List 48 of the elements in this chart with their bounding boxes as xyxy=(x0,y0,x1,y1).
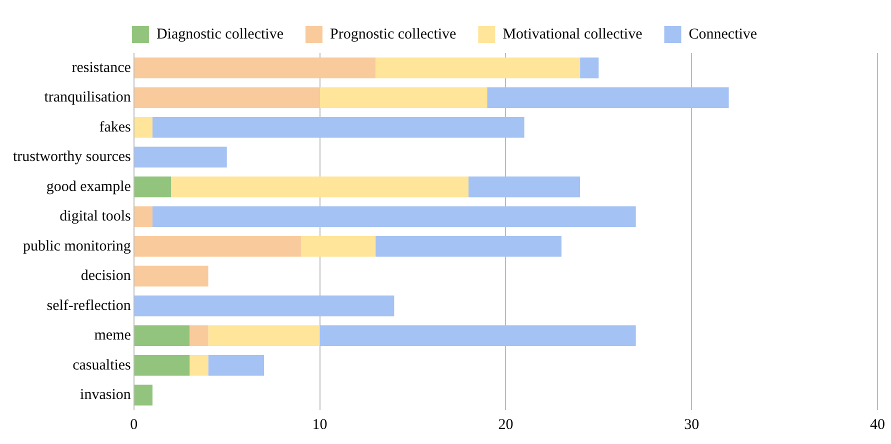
x-tick-label: 30 xyxy=(684,416,700,433)
y-tick-label: meme xyxy=(94,328,132,344)
legend-label: Connective xyxy=(688,26,758,42)
bar xyxy=(320,325,636,346)
bar xyxy=(134,87,320,108)
y-tick-label: trustworthy sources xyxy=(12,149,132,166)
bar xyxy=(376,57,580,78)
bar xyxy=(190,325,208,346)
legend-label: Motivational collective xyxy=(502,26,643,42)
bar xyxy=(376,236,562,257)
bar xyxy=(134,295,394,316)
x-tick-label: 20 xyxy=(498,416,514,433)
bar xyxy=(134,236,302,257)
y-tick-label: tranquilisation xyxy=(44,90,132,106)
bar xyxy=(134,384,152,406)
y-tick-label: public monitoring xyxy=(22,238,132,254)
bar xyxy=(152,116,524,138)
bar xyxy=(468,176,580,198)
bar xyxy=(580,57,599,78)
bar xyxy=(208,325,320,346)
legend-label: Diagnostic collective xyxy=(156,26,284,42)
y-tick-label: resistance xyxy=(72,60,132,76)
y-tick-label: decision xyxy=(80,268,132,284)
x-tick-label: 10 xyxy=(312,416,328,433)
bar xyxy=(134,325,190,346)
bar xyxy=(134,57,376,78)
bar xyxy=(134,266,208,287)
bar xyxy=(171,176,469,198)
bar xyxy=(487,87,729,108)
legend-label: Prognostic collective xyxy=(330,26,457,42)
bar xyxy=(134,146,227,168)
bar xyxy=(152,206,636,228)
bar xyxy=(134,116,152,138)
bar xyxy=(134,354,190,376)
bar xyxy=(134,206,152,228)
bar xyxy=(208,354,264,376)
bar xyxy=(320,87,488,108)
x-tick-label: 40 xyxy=(870,416,885,433)
bar xyxy=(301,236,376,257)
y-tick-label: self-reflection xyxy=(46,298,132,314)
y-tick-label: digital tools xyxy=(60,208,132,225)
y-tick-label: casualties xyxy=(72,357,132,374)
bar xyxy=(134,176,172,198)
y-tick-label: fakes xyxy=(99,119,132,136)
bar xyxy=(190,354,208,376)
y-tick-label: good example xyxy=(46,178,132,195)
y-tick-label: invasion xyxy=(80,387,132,404)
x-tick-label: 0 xyxy=(130,416,138,433)
